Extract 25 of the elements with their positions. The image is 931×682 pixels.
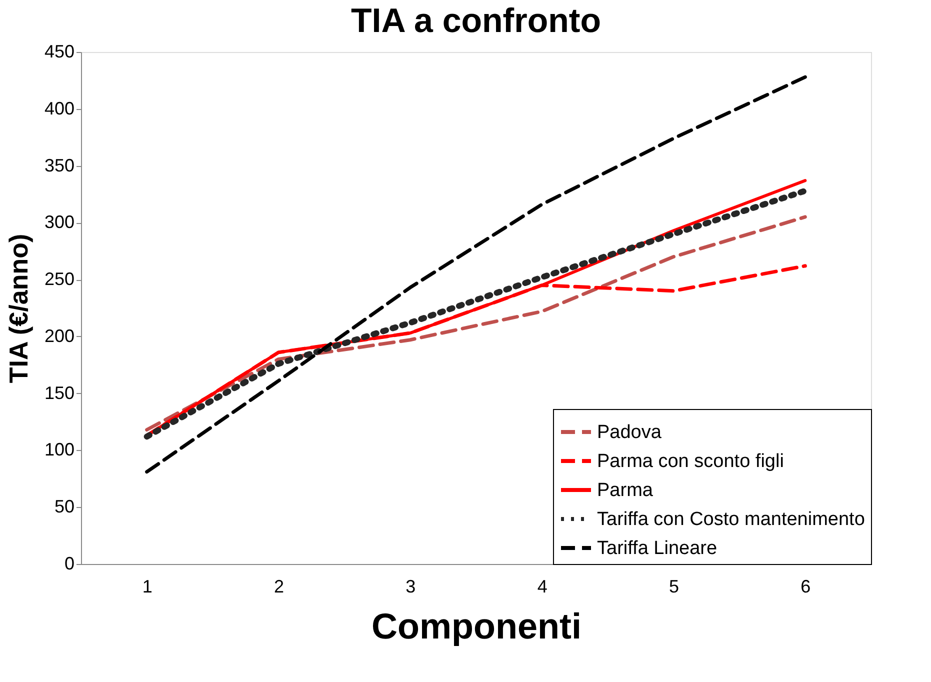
y-tick-label: 300: [44, 212, 74, 232]
y-tick-label: 100: [44, 440, 74, 460]
x-tick-label: 6: [800, 576, 811, 596]
legend-label: Tariffa Lineare: [597, 538, 718, 559]
y-tick-label: 0: [64, 554, 74, 574]
x-tick-label: 2: [274, 576, 284, 596]
chart-title: TIA a confronto: [351, 2, 601, 40]
x-tick-label: 5: [668, 576, 680, 596]
y-axis-title: TIA (€/anno): [3, 234, 34, 384]
y-tick-label: 350: [44, 155, 74, 176]
y-tick-label: 150: [44, 382, 74, 403]
x-tick-label: 3: [406, 576, 416, 596]
x-axis-title: Componenti: [372, 606, 582, 646]
y-tick-label: 250: [44, 269, 74, 290]
y-tick-label: 50: [54, 496, 74, 517]
y-tick-label: 450: [44, 42, 74, 62]
legend-label: Tariffa con Costo mantenimento: [597, 509, 865, 530]
x-tick-label: 4: [537, 576, 548, 596]
y-tick-label: 400: [44, 98, 74, 118]
y-tick-label: 200: [44, 326, 74, 346]
legend-label: Parma: [597, 480, 654, 501]
line-series: [145, 75, 807, 474]
legend-label: Parma con sconto figli: [597, 451, 784, 472]
legend-label: Padova: [597, 422, 662, 443]
x-tick-label: 1: [142, 576, 152, 596]
